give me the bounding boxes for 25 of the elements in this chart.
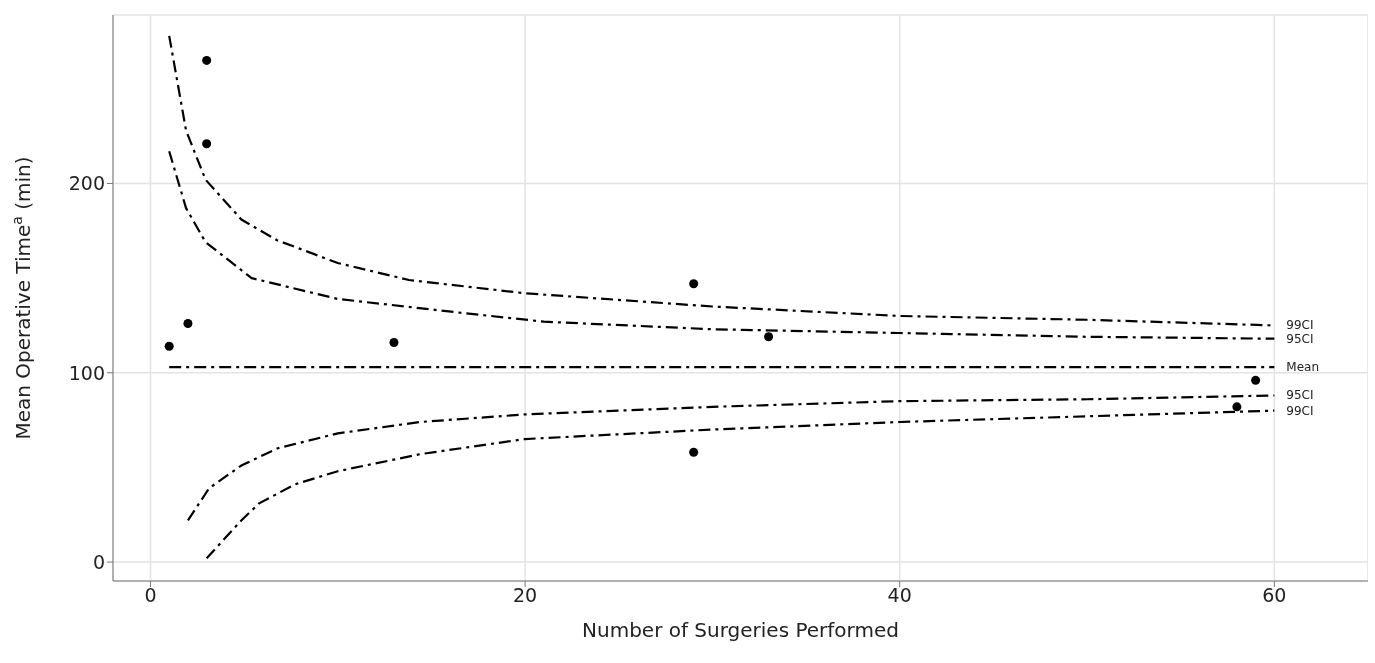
point [764, 332, 774, 342]
x-tick-label: 20 [513, 584, 538, 607]
x-tick-label: 0 [144, 584, 157, 607]
y-tick-label: 0 [92, 550, 105, 573]
point [202, 139, 212, 149]
series-label: Mean [1286, 360, 1320, 375]
point [689, 447, 699, 457]
point [164, 341, 174, 351]
point [1251, 375, 1261, 385]
line-series [168, 150, 1276, 340]
series-label: 95CI [1286, 331, 1314, 346]
point [1232, 402, 1242, 412]
series-label: 99CI [1286, 403, 1314, 418]
series-label: 99CI [1286, 318, 1314, 333]
point [389, 337, 399, 347]
point [183, 319, 193, 329]
line-series [186, 394, 1276, 522]
y-tick-label: 100 [68, 361, 105, 384]
x-tick-label: 40 [887, 584, 912, 607]
point [202, 55, 212, 65]
x-axis-title: Number of Surgeries Performed [582, 618, 899, 642]
y-tick-label: 200 [68, 172, 105, 195]
x-tick-label: 60 [1262, 584, 1287, 607]
point [689, 279, 699, 289]
series-label: 95CI [1286, 388, 1314, 403]
